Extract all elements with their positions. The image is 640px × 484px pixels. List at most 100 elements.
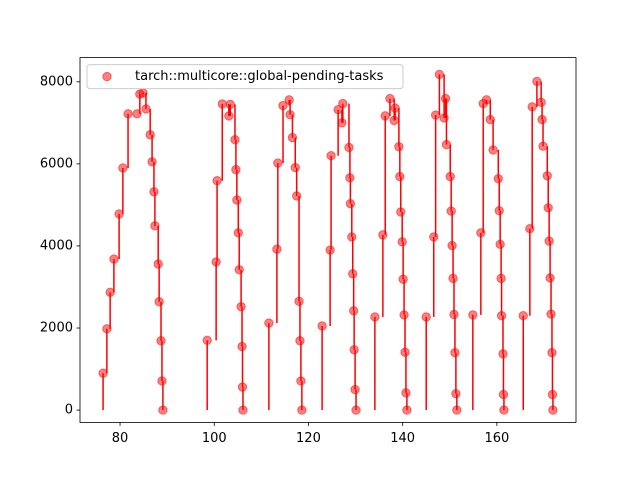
point — [225, 99, 235, 110]
point — [396, 207, 406, 217]
point — [345, 173, 355, 183]
point — [297, 405, 307, 415]
point — [445, 171, 455, 182]
point — [98, 368, 108, 378]
point — [449, 309, 459, 320]
point — [149, 187, 159, 197]
point — [527, 102, 537, 112]
point — [395, 171, 405, 182]
point — [114, 209, 124, 219]
point — [102, 324, 112, 334]
point — [231, 164, 241, 175]
point — [236, 301, 246, 312]
point — [290, 162, 300, 173]
point — [237, 341, 247, 352]
y-tick-label: 0 — [65, 403, 73, 418]
point — [348, 269, 358, 279]
point — [390, 103, 400, 113]
point — [468, 310, 478, 320]
point — [333, 105, 343, 115]
x-tick-label: 140 — [390, 431, 415, 446]
point — [224, 111, 234, 121]
point — [537, 114, 547, 125]
x-tick-label: 80 — [112, 431, 129, 446]
point — [401, 388, 411, 398]
point — [548, 405, 558, 415]
point — [211, 257, 221, 267]
point — [105, 287, 115, 298]
point — [450, 347, 460, 358]
point — [494, 205, 504, 216]
point — [434, 69, 445, 80]
point — [380, 111, 390, 121]
point — [421, 312, 431, 322]
legend-marker — [102, 71, 112, 82]
point — [123, 109, 133, 119]
point — [317, 321, 327, 331]
point — [476, 228, 486, 238]
point — [157, 376, 167, 386]
point — [337, 118, 347, 128]
point — [542, 171, 552, 181]
point — [546, 309, 556, 319]
point — [141, 104, 151, 114]
point — [344, 142, 354, 153]
point — [351, 405, 361, 415]
point — [518, 311, 528, 321]
point — [345, 198, 356, 209]
point — [488, 145, 498, 155]
point — [400, 347, 410, 357]
point — [147, 157, 157, 167]
point — [370, 312, 380, 322]
x-tick-label: 120 — [296, 431, 321, 446]
point — [547, 389, 558, 400]
point — [154, 297, 164, 307]
y-tick-label: 4000 — [40, 238, 73, 253]
point — [295, 336, 305, 346]
axes-frame — [79, 57, 577, 423]
point — [326, 150, 336, 161]
point — [350, 384, 360, 395]
point — [338, 98, 348, 109]
point — [238, 405, 248, 415]
point — [532, 76, 542, 87]
point — [233, 228, 243, 238]
point — [264, 318, 274, 328]
point — [495, 239, 505, 250]
point — [485, 114, 495, 125]
point — [544, 236, 554, 246]
point — [447, 240, 457, 251]
point — [138, 88, 148, 98]
point — [378, 230, 388, 240]
point — [481, 95, 492, 105]
point — [399, 310, 409, 320]
point — [132, 109, 142, 119]
point — [385, 93, 395, 104]
point — [202, 335, 212, 346]
x-tick-label: 100 — [202, 431, 227, 446]
point — [498, 389, 509, 400]
point — [296, 376, 306, 386]
point — [430, 110, 441, 120]
point — [272, 244, 282, 254]
point — [230, 134, 240, 145]
point — [493, 173, 503, 184]
point — [237, 382, 248, 392]
y-tick-label: 6000 — [40, 156, 73, 171]
point — [150, 221, 160, 231]
point — [156, 336, 166, 346]
point — [153, 259, 163, 269]
point — [543, 203, 553, 213]
point — [496, 273, 506, 284]
point — [446, 206, 456, 216]
point — [397, 237, 407, 247]
y-tick-label: 8000 — [40, 74, 73, 89]
point — [545, 273, 555, 283]
point — [348, 306, 359, 316]
point — [547, 347, 557, 358]
point — [109, 254, 119, 264]
point — [284, 95, 294, 105]
point — [158, 405, 168, 415]
point — [118, 163, 128, 173]
